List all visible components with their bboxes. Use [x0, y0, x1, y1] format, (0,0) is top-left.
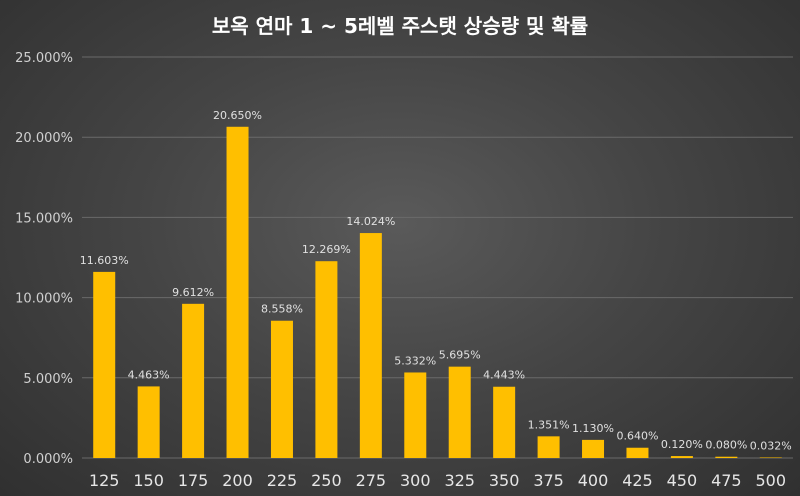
x-tick-label: 250	[311, 471, 342, 490]
data-label: 8.558%	[261, 303, 303, 316]
x-tick-label: 175	[178, 471, 209, 490]
data-label: 1.351%	[528, 418, 570, 431]
bar	[137, 386, 160, 458]
y-tick-label: 20.000%	[15, 131, 73, 146]
y-tick-label: 10.000%	[15, 292, 73, 307]
x-tick-label: 225	[267, 471, 298, 490]
y-tick-label: 0.000%	[23, 452, 73, 467]
x-axis-ticks: 125 150 175 200 225 250 275 300 325 350 375 400 425 4…	[89, 471, 786, 490]
x-tick-label: 150	[133, 471, 164, 490]
data-label: 5.695%	[439, 349, 481, 362]
bar	[670, 456, 693, 458]
data-label: 0.080%	[705, 439, 747, 452]
bar	[226, 126, 249, 459]
bar	[359, 233, 382, 458]
y-tick-label: 25.000%	[15, 51, 73, 66]
bar	[182, 303, 205, 458]
data-label: 20.650%	[213, 109, 262, 122]
bar	[582, 439, 605, 458]
x-tick-label: 200	[222, 471, 253, 490]
x-tick-label: 325	[444, 471, 475, 490]
data-label: 5.332%	[394, 354, 436, 367]
data-label: 11.603%	[80, 254, 129, 267]
bar	[537, 436, 560, 458]
bar	[493, 386, 516, 458]
data-label: 1.130%	[572, 422, 614, 435]
data-label: 9.612%	[172, 286, 214, 299]
y-tick-label: 5.000%	[23, 372, 73, 387]
bar	[715, 456, 738, 458]
data-label: 4.463%	[128, 368, 170, 381]
bar	[448, 366, 471, 458]
x-tick-label: 125	[89, 471, 120, 490]
bar	[270, 320, 293, 458]
data-label: 14.024%	[346, 215, 395, 228]
data-label: 0.032%	[750, 439, 792, 452]
x-tick-label: 475	[711, 471, 742, 490]
data-label: 0.640%	[616, 430, 658, 443]
y-tick-label: 15.000%	[15, 211, 73, 226]
y-axis-ticks: 0.000% 5.000% 10.000% 15.000% 20.000% 25.000%	[15, 51, 73, 467]
x-tick-label: 350	[489, 471, 520, 490]
x-tick-label: 400	[578, 471, 609, 490]
bar	[626, 447, 649, 458]
bar	[315, 261, 338, 458]
data-label: 12.269%	[302, 243, 351, 256]
x-tick-label: 375	[533, 471, 564, 490]
x-tick-label: 275	[356, 471, 387, 490]
bar	[759, 457, 782, 458]
bar	[404, 372, 427, 458]
data-label: 4.443%	[483, 369, 525, 382]
data-labels: 11.603% 4.463% 9.612% 20.650% 8.558% 12.269% 1…	[80, 109, 792, 453]
x-tick-label: 500	[756, 471, 787, 490]
x-tick-label: 425	[622, 471, 653, 490]
bars	[93, 126, 782, 459]
x-tick-label: 300	[400, 471, 431, 490]
bar	[93, 271, 116, 458]
data-label: 0.120%	[661, 438, 703, 451]
chart-title: 보옥 연마 1 ~ 5레벨 주스탯 상승량 및 확률	[212, 14, 588, 38]
x-tick-label: 450	[667, 471, 698, 490]
